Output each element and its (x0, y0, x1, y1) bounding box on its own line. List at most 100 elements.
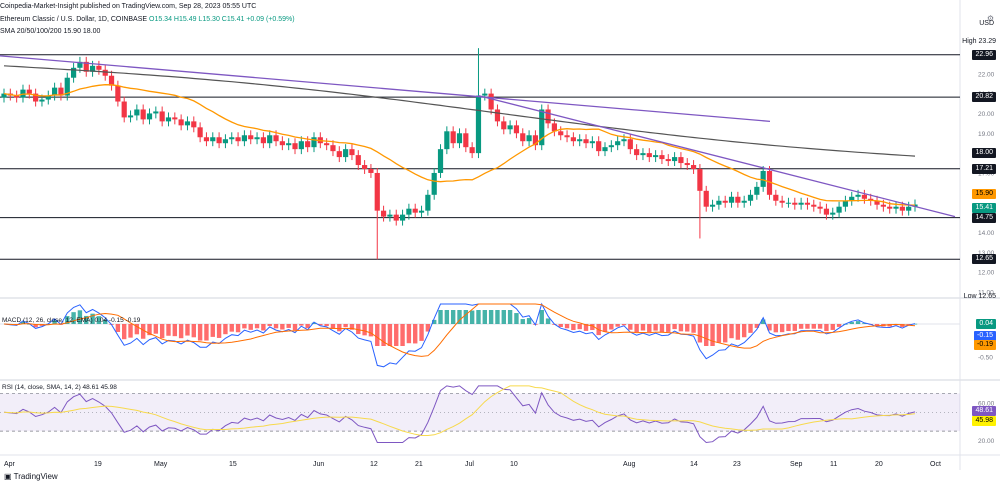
candle-body (399, 214, 406, 221)
macd-histogram-bar (710, 324, 715, 346)
candle-body (855, 194, 861, 197)
macd-histogram-bar (115, 324, 121, 332)
candle-body (653, 155, 659, 158)
candle-body (621, 139, 627, 142)
time-tick-label: 20 (875, 461, 883, 468)
macd-histogram-bar (653, 324, 658, 331)
macd-histogram-bar (704, 324, 709, 346)
macd-histogram-bar (368, 324, 374, 337)
macd-histogram-bar (444, 310, 450, 324)
macd-histogram-bar (147, 324, 152, 336)
macd-histogram-bar (248, 324, 253, 330)
macd-histogram-bar (741, 324, 747, 338)
candle-body (444, 131, 450, 150)
macd-histogram-bar (767, 324, 772, 331)
macd-histogram-bar (242, 324, 247, 329)
macd-histogram-bar (324, 324, 329, 327)
macd-histogram-bar (77, 310, 83, 324)
time-tick-label: 19 (94, 461, 102, 468)
macd-histogram-bar (583, 324, 589, 331)
candle-body (146, 113, 153, 120)
price-tag: 15.41 (972, 202, 996, 213)
candle-body (678, 157, 684, 164)
candle-body (222, 139, 229, 144)
candle-body (115, 85, 121, 102)
candle-body (425, 194, 431, 211)
candle-body (229, 137, 235, 140)
candle-body (747, 194, 754, 201)
macd-histogram-bar (602, 324, 608, 332)
time-tick-label: Jul (465, 461, 474, 468)
time-tick-label: May (154, 461, 168, 468)
candle-body (589, 141, 595, 144)
macd-histogram-bar (191, 324, 196, 338)
candle-body (558, 131, 564, 136)
price-tag: 20.82 (972, 92, 996, 103)
price-tick-label: 19.00 (978, 131, 995, 138)
macd-histogram-bar (685, 324, 690, 332)
macd-histogram-bar (311, 322, 317, 324)
macd-histogram-bar (773, 324, 779, 333)
candle-body (203, 137, 210, 142)
price-tick-label: 22.00 (978, 71, 995, 78)
macd-histogram-bar (520, 319, 525, 324)
candle-body (210, 137, 216, 142)
macd-histogram-bar (691, 324, 696, 333)
macd-histogram-bar (723, 324, 728, 343)
macd-histogram-bar (526, 318, 532, 324)
macd-histogram-bar (394, 324, 399, 346)
macd-histogram-bar (330, 324, 336, 329)
price-tick-label: 11.00 (978, 290, 994, 297)
sma-values: 15.90 18.00 (63, 28, 101, 35)
candle-body (646, 153, 652, 158)
macd-histogram-bar (729, 324, 734, 339)
candle-body (418, 210, 425, 213)
macd-line (3, 302, 916, 368)
candle-body (836, 206, 842, 213)
candle-body (127, 115, 134, 118)
chart-header: Coinpedia-Market-Insight published on Tr… (0, 0, 960, 40)
macd-histogram-bar (166, 324, 171, 336)
candle-body (507, 125, 513, 130)
macd-histogram-bar (634, 324, 639, 332)
macd-histogram-bar (716, 324, 722, 343)
macd-histogram-bar (779, 324, 785, 333)
macd-histogram-bar (413, 324, 418, 344)
candle-body (178, 119, 184, 126)
macd-histogram-bar (906, 324, 911, 325)
settings-icon[interactable]: ⚙ (986, 14, 994, 23)
macd-histogram-bar (356, 324, 361, 335)
brand-name: TradingView (13, 472, 58, 481)
currency-label[interactable]: USD (979, 20, 994, 27)
macd-histogram-bar (375, 324, 380, 346)
candle-body (165, 117, 172, 122)
candle-body (279, 141, 285, 146)
macd-histogram-bar (862, 323, 867, 324)
candle-body (887, 206, 893, 209)
candle-body (570, 137, 576, 142)
macd-histogram-bar (457, 310, 462, 324)
price-tick-label: 12.00 (978, 270, 995, 277)
candle-body (798, 202, 804, 205)
candle-body (741, 200, 747, 203)
candle-body (735, 196, 741, 203)
tradingview-logo[interactable]: ▣ TradingView (4, 472, 58, 481)
candle-body (659, 155, 665, 160)
candle-body (77, 61, 83, 68)
macd-histogram-bar (349, 324, 355, 330)
candle-body (754, 186, 760, 195)
macd-tag: -0.19 (974, 340, 996, 350)
price-tick-label: 20.00 (978, 111, 995, 118)
candle-body (254, 137, 260, 140)
rsi-tick-label: 20.00 (978, 438, 995, 445)
candle-body (728, 196, 735, 203)
trendline-lower (478, 94, 956, 218)
candle-body (463, 133, 469, 148)
macd-histogram-bar (628, 324, 633, 330)
candle-body (330, 145, 336, 152)
candle-body (267, 135, 273, 144)
indicator-line: SMA 20/50/100/200 15.90 18.00 (0, 28, 100, 35)
candle-body (159, 111, 165, 122)
macd-histogram-bar (280, 324, 285, 330)
